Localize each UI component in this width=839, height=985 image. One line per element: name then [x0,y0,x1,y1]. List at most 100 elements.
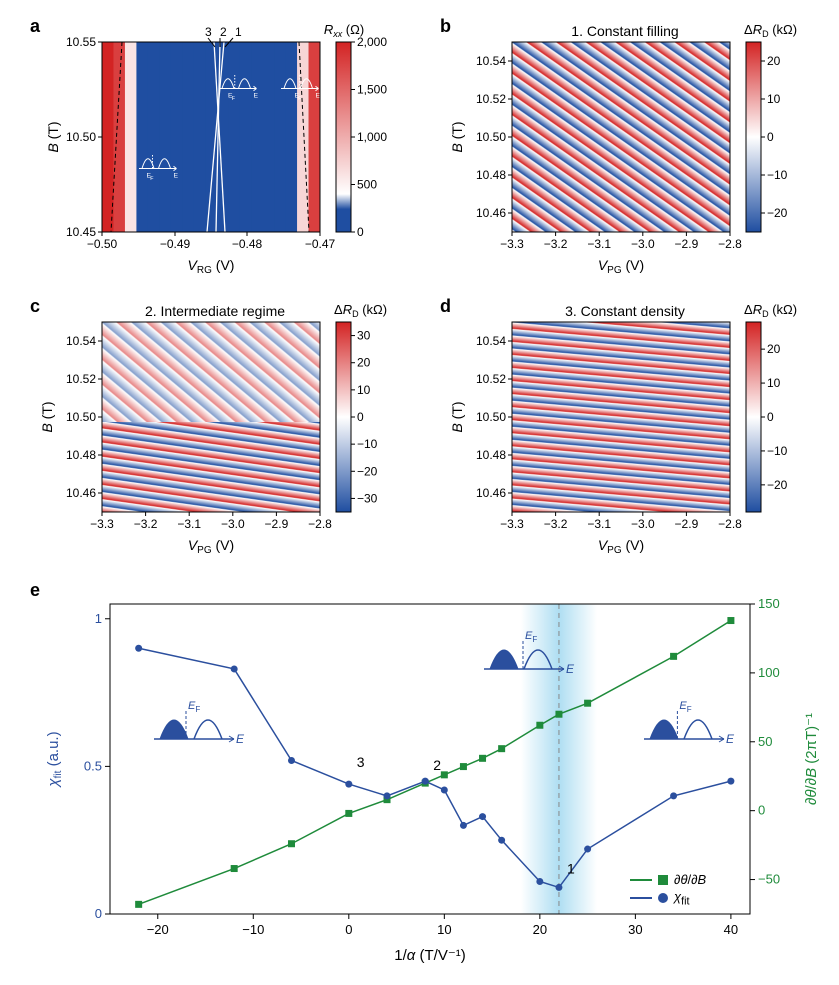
svg-text:EF: EF [679,700,691,714]
ylabel-a: B (T) [45,121,61,152]
svg-text:−10: −10 [242,922,264,937]
svg-text:−3.0: −3.0 [221,517,245,531]
svg-text:−3.0: −3.0 [631,237,655,251]
svg-text:−30: −30 [357,491,378,505]
svg-text:10.46: 10.46 [476,486,506,500]
svg-text:−2.8: −2.8 [308,517,332,531]
svg-text:F: F [232,96,235,102]
svg-text:0: 0 [345,922,352,937]
svg-text:−3.2: −3.2 [134,517,158,531]
xlabel-d: VPG (V) [598,537,644,556]
xlabel-c: VPG (V) [188,537,234,556]
svg-text:20: 20 [533,922,547,937]
svg-text:E: E [254,93,259,100]
svg-text:E: E [174,173,179,180]
svg-text:−3.1: −3.1 [587,517,611,531]
cbar-label-b: ΔRD (kΩ) [744,22,797,39]
svg-text:0: 0 [95,906,102,921]
legend-blue-label: χfit [674,889,690,908]
svg-text:−0.47: −0.47 [305,237,336,251]
xlabel-a: VRG (V) [188,257,235,276]
svg-text:−3.1: −3.1 [587,237,611,251]
title-d: 3. Constant density [565,303,685,319]
svg-text:−20: −20 [147,922,169,937]
xlabel-b: VPG (V) [598,257,644,276]
svg-text:30: 30 [628,922,642,937]
svg-text:−3.2: −3.2 [544,517,568,531]
xlabel-e: 1/α (T/V⁻¹) [394,947,465,964]
svg-text:−0.48: −0.48 [232,237,263,251]
svg-text:10: 10 [437,922,451,937]
ylabel-c: B (T) [39,401,55,432]
svg-text:10.46: 10.46 [66,486,96,500]
svg-text:1: 1 [235,25,242,39]
panel-c: 2. Intermediate regime 10.46 10.48 10.50 10… [30,300,410,560]
svg-text:20: 20 [767,54,781,68]
svg-text:2,000: 2,000 [357,35,387,49]
svg-text:E: E [566,662,575,676]
svg-text:10.50: 10.50 [66,130,96,144]
svg-text:−3.3: −3.3 [500,237,524,251]
svg-text:10: 10 [357,383,371,397]
svg-text:−0.49: −0.49 [160,237,191,251]
svg-text:1: 1 [567,861,575,877]
svg-text:40: 40 [724,922,738,937]
svg-text:20: 20 [357,356,371,370]
svg-text:10.48: 10.48 [66,448,96,462]
panel-e: 123EFEEFEEFE −20−10010203040 00.51 −5005… [30,584,830,979]
svg-text:10.50: 10.50 [66,410,96,424]
svg-text:1,500: 1,500 [357,83,387,97]
svg-text:EF: EF [188,700,200,714]
svg-text:10.52: 10.52 [476,372,506,386]
ylabel-d: B (T) [449,401,465,432]
legend-e: ∂θ/∂B χfit [630,870,706,910]
svg-text:10.54: 10.54 [476,54,506,68]
svg-text:2: 2 [220,25,227,39]
svg-text:10.50: 10.50 [476,410,506,424]
svg-text:10.54: 10.54 [476,334,506,348]
svg-text:10: 10 [767,376,781,390]
svg-text:0: 0 [767,410,774,424]
svg-text:E: E [726,732,735,746]
cbar-label-a: Rxx (Ω) [324,22,364,39]
svg-text:10: 10 [767,92,781,106]
svg-text:10.48: 10.48 [476,448,506,462]
title-c: 2. Intermediate regime [145,303,285,319]
svg-text:10.55: 10.55 [66,35,96,49]
svg-text:10.48: 10.48 [476,168,506,182]
svg-text:2: 2 [433,757,441,773]
legend-green-label: ∂θ/∂B [674,872,706,887]
svg-text:0: 0 [357,410,364,424]
svg-text:100: 100 [758,665,780,680]
svg-text:E: E [236,732,245,746]
svg-text:−20: −20 [357,464,378,478]
svg-text:−3.2: −3.2 [544,237,568,251]
svg-text:−10: −10 [357,437,378,451]
svg-text:10.50: 10.50 [476,130,506,144]
svg-text:0.5: 0.5 [84,758,102,773]
panel-d: 3. Constant density 10.46 10.48 10.50 10.52… [440,300,820,560]
panel-b: 1. Constant filling 10.4610.4810.5010.52… [440,20,820,280]
svg-text:−2.9: −2.9 [675,237,699,251]
svg-text:−10: −10 [767,444,788,458]
svg-text:−3.0: −3.0 [631,517,655,531]
svg-text:10.54: 10.54 [66,334,96,348]
title-b: 1. Constant filling [571,23,678,39]
ylabel-left-e: χfit (a.u.) [45,731,64,788]
svg-text:F: F [298,96,301,102]
svg-text:3: 3 [205,25,212,39]
svg-text:10.52: 10.52 [476,92,506,106]
svg-text:−3.1: −3.1 [177,517,201,531]
svg-text:150: 150 [758,596,780,611]
cbar-label-c: ΔRD (kΩ) [334,302,387,319]
ylabel-right-e: ∂θ/∂B (2πT)⁻¹ [803,713,820,805]
cbar-label-d: ΔRD (kΩ) [744,302,797,319]
svg-text:−20: −20 [767,206,788,220]
svg-text:30: 30 [357,329,371,343]
svg-text:500: 500 [357,178,377,192]
svg-text:1,000: 1,000 [357,130,387,144]
svg-text:−2.9: −2.9 [675,517,699,531]
panel-a: 1 2 3 E F E E F E E F E [30,20,410,280]
svg-text:−20: −20 [767,478,788,492]
svg-text:−3.3: −3.3 [500,517,524,531]
